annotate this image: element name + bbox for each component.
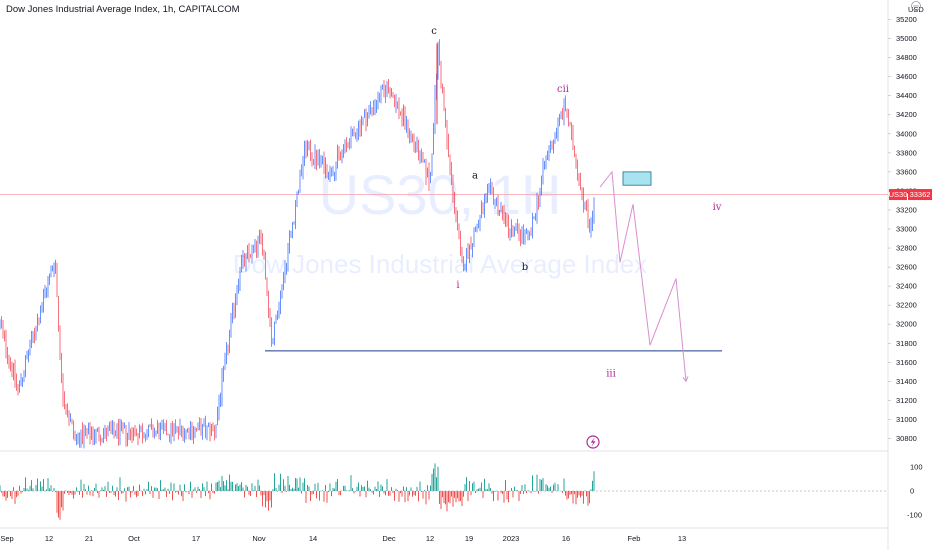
watermark-name: Dow Jones Industrial Average Index	[233, 249, 647, 279]
price-tick-label: 33600	[896, 167, 917, 176]
oscillator-tick-label: 0	[910, 487, 914, 496]
lightning-icon[interactable]	[586, 435, 600, 449]
price-tick-label: 32400	[896, 282, 917, 291]
oscillator-tick-label: 100	[910, 463, 923, 472]
oscillator-axis: 100 0 -100	[907, 463, 923, 520]
oscillator-series	[0, 463, 595, 520]
time-tick-label: 17	[192, 534, 200, 543]
price-tick-label: 31600	[896, 358, 917, 367]
time-tick-label: 13	[678, 534, 686, 543]
price-tick-label: 32000	[896, 320, 917, 329]
price-tick-label: 33200	[896, 205, 917, 214]
time-tick-label: Oct	[128, 534, 141, 543]
projection-arrowhead	[682, 376, 689, 383]
wave-label: iv	[713, 202, 722, 213]
price-tick-label: 31800	[896, 339, 917, 348]
current-price-symbol: US30	[889, 190, 908, 199]
time-tick-label: 12	[426, 534, 434, 543]
price-tick-label: 34000	[896, 129, 917, 138]
price-axis[interactable]: 35200 35000 34800 34600 34400 34200 34000 33800…	[888, 15, 917, 443]
price-tick-label: 35000	[896, 34, 917, 43]
price-tick-label: 31200	[896, 396, 917, 405]
time-tick-label: 21	[85, 534, 93, 543]
time-tick-label: Sep	[0, 534, 13, 543]
price-tick-label: 34800	[896, 53, 917, 62]
time-tick-label: 14	[309, 534, 317, 543]
time-tick-label: 19	[465, 534, 473, 543]
time-tick-label: 12	[45, 534, 53, 543]
wave-label: cii	[557, 84, 569, 95]
oscillator-tick-label: -100	[907, 511, 922, 520]
wave-labels: c a b i cii iv iii	[431, 26, 722, 380]
price-tick-label: 32800	[896, 244, 917, 253]
price-tick-label: 30800	[896, 434, 917, 443]
time-tick-label: Nov	[252, 534, 266, 543]
current-price-badge: US30 33362	[889, 189, 932, 201]
price-tick-label: 32200	[896, 301, 917, 310]
wave-label: a	[472, 171, 478, 182]
price-series	[0, 39, 595, 449]
price-axis-currency: USD	[908, 5, 924, 14]
time-tick-label: Dec	[382, 534, 396, 543]
current-price-value: 33362	[910, 190, 931, 199]
chart-title: Dow Jones Industrial Average Index, 1h, …	[6, 4, 240, 15]
price-tick-label: 34200	[896, 110, 917, 119]
time-tick-label: 16	[562, 534, 570, 543]
target-zone-box[interactable]	[622, 171, 652, 186]
wave-projection	[599, 170, 689, 383]
time-axis[interactable]: Sep 12 21 Oct 17 Nov 14 Dec 12 19 2023 16 Feb 13	[0, 534, 686, 543]
time-tick-label: 2023	[503, 534, 520, 543]
price-tick-label: 31400	[896, 377, 917, 386]
ellipsis-icon[interactable]	[911, 1, 921, 11]
price-tick-label: 32600	[896, 263, 917, 272]
price-tick-label: 35200	[896, 15, 917, 24]
price-tick-label: 33800	[896, 148, 917, 157]
price-tick-label: 34400	[896, 91, 917, 100]
price-tick-label: 34600	[896, 72, 917, 81]
wave-label: b	[522, 262, 528, 273]
price-tick-label: 31000	[896, 415, 917, 424]
wave-label: c	[431, 26, 437, 37]
wave-label: i	[456, 280, 459, 291]
price-tick-label: 33000	[896, 225, 917, 234]
time-tick-label: Feb	[628, 534, 641, 543]
projection-path[interactable]	[599, 170, 687, 382]
wave-label: iii	[606, 369, 616, 380]
